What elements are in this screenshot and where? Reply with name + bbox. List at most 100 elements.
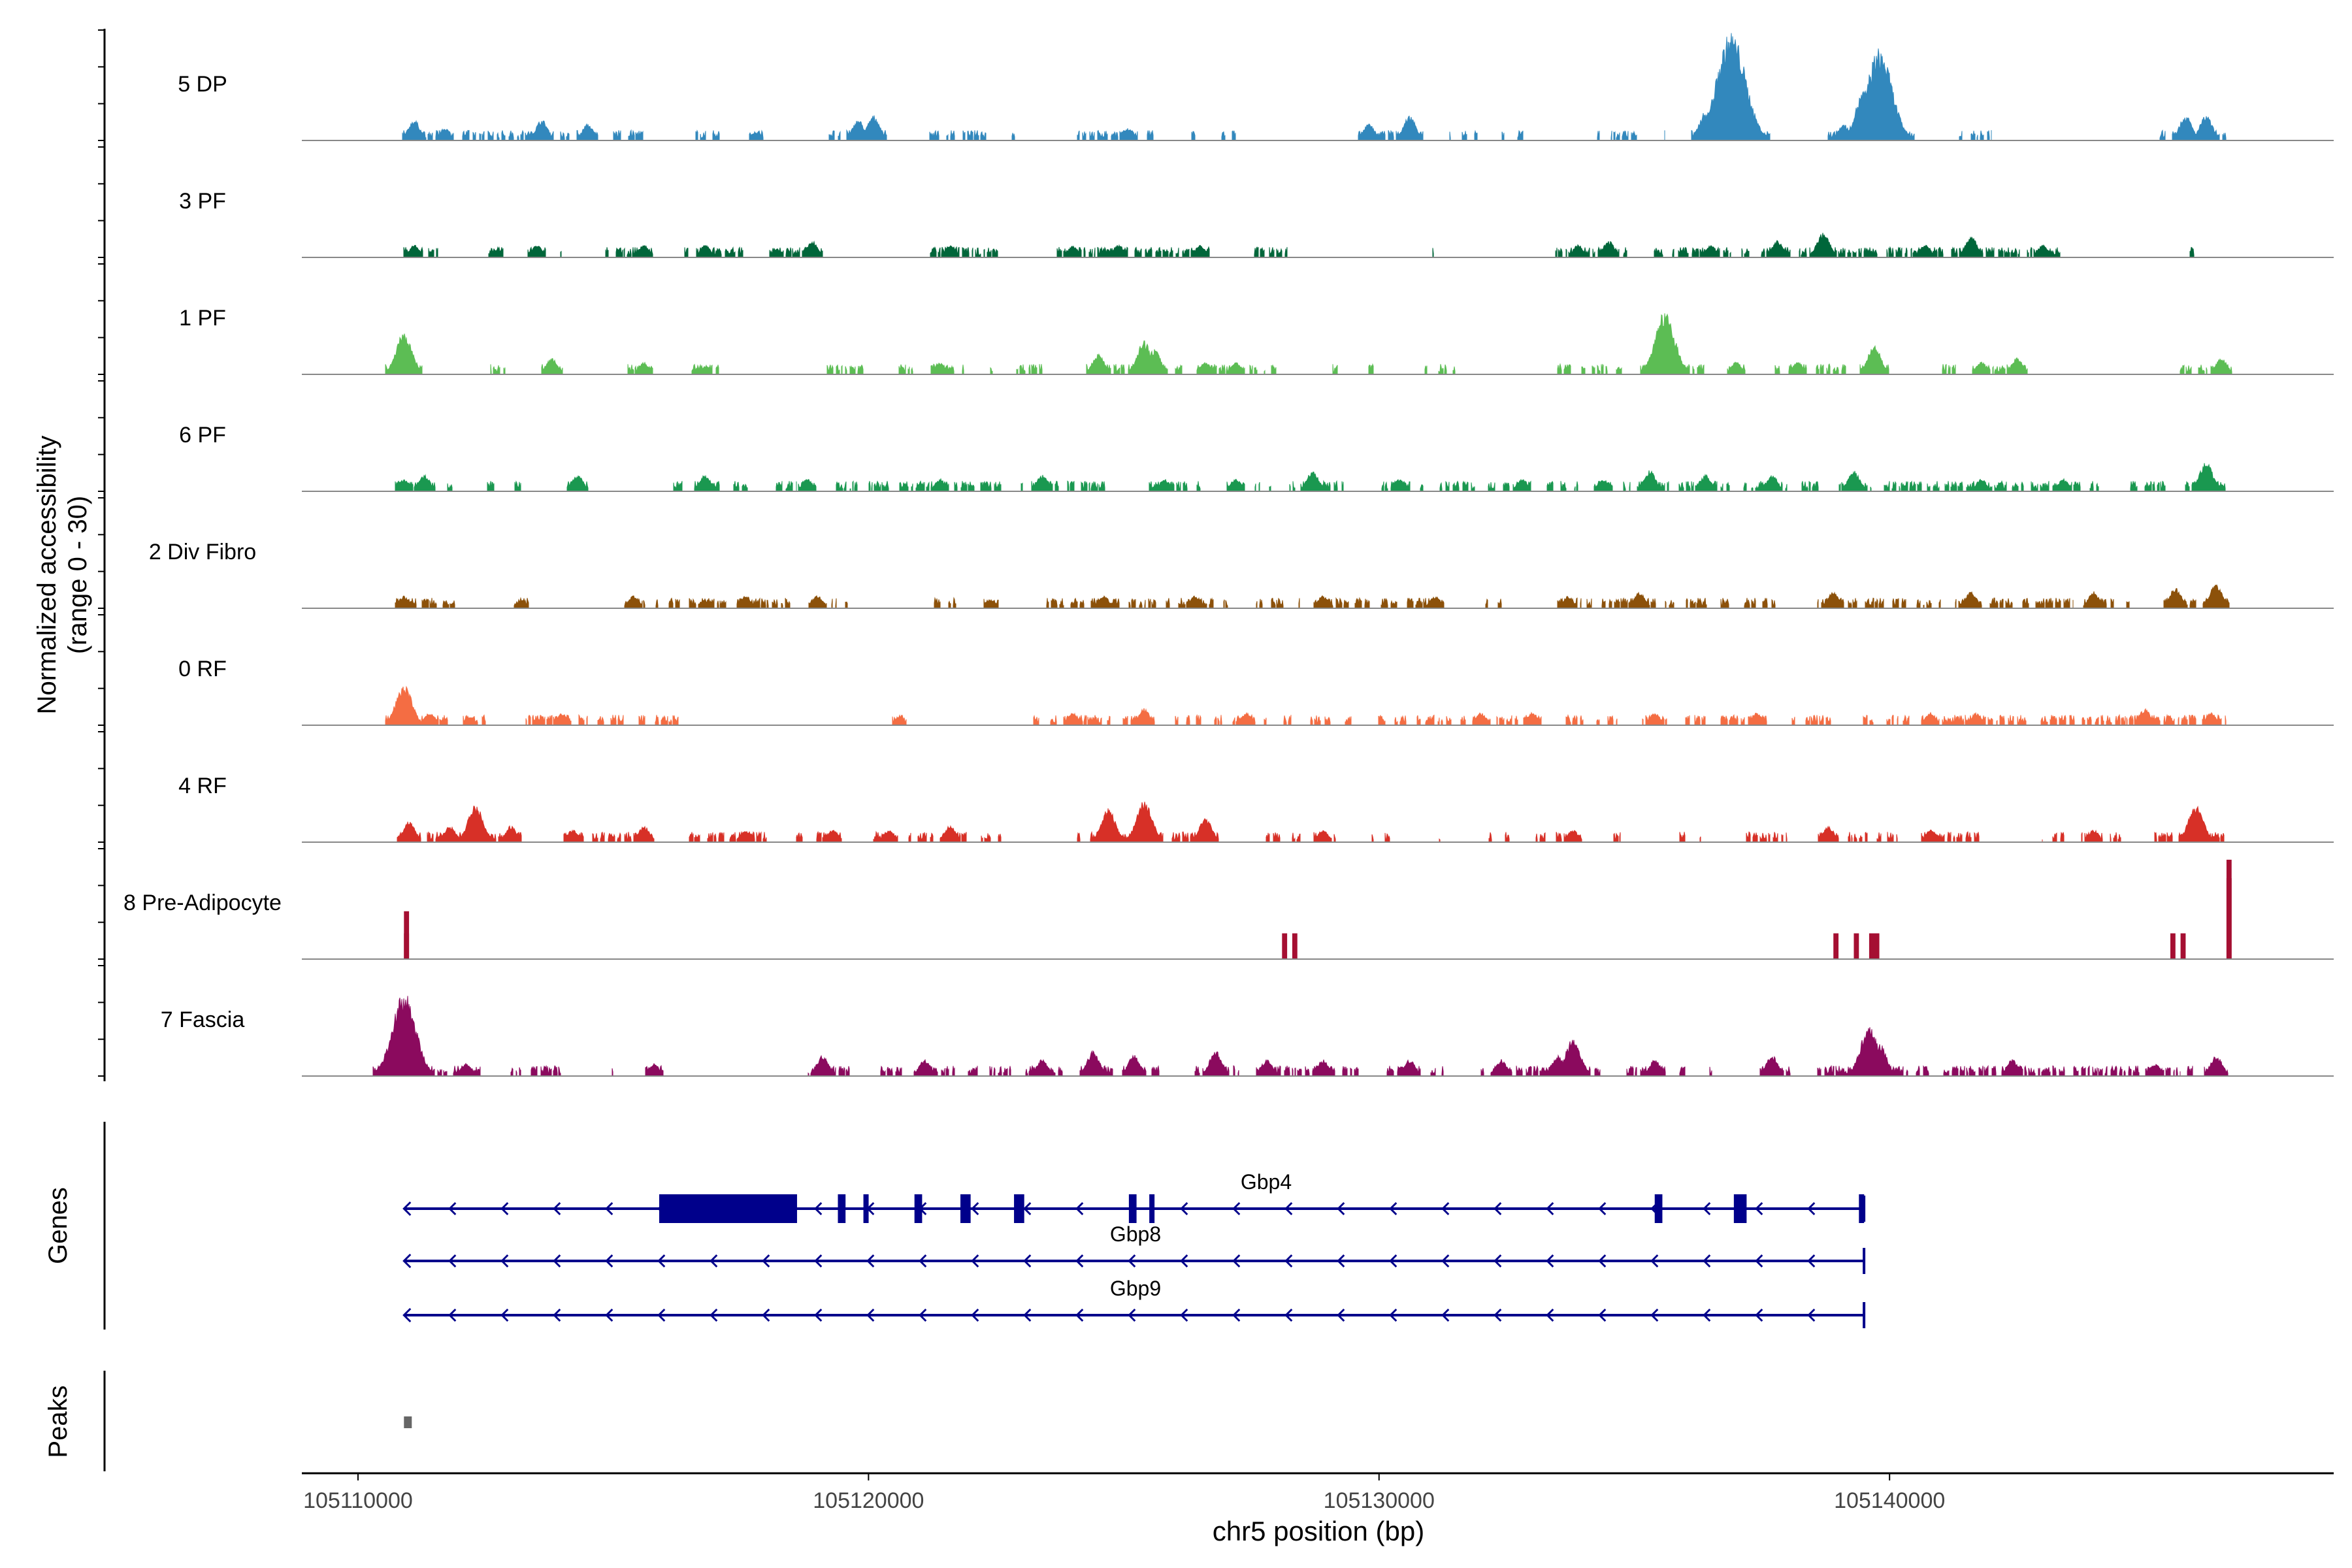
coverage-track-label: 8 Pre-Adipocyte	[123, 890, 282, 915]
strand-arrow	[553, 1201, 561, 1216]
coverage-track-label: 5 DP	[178, 72, 227, 97]
strand-arrow	[1546, 1308, 1554, 1322]
coverage-track-label: 0 RF	[178, 657, 227, 681]
strand-arrow	[1494, 1308, 1502, 1322]
genes-track: Gbp4 Gbp8 Gbp9	[402, 1170, 1866, 1328]
coverage-track-5: 0 RF	[178, 657, 2334, 726]
strand-arrow	[1650, 1308, 1659, 1322]
strand-arrow	[657, 1308, 666, 1322]
coverage-bar	[2170, 933, 2176, 959]
strand-arrow	[1389, 1308, 1397, 1322]
strand-arrow	[919, 1254, 927, 1268]
strand-arrow	[1598, 1254, 1607, 1268]
gene-exon	[863, 1194, 869, 1223]
coverage-bar	[404, 911, 410, 959]
coverage-track-7: 8 Pre-Adipocyte	[123, 859, 2334, 960]
strand-arrow	[500, 1201, 509, 1216]
gene-exon	[1859, 1194, 1865, 1223]
coverage-track-3: 6 PF	[179, 423, 2334, 492]
strand-arrow	[1075, 1254, 1084, 1268]
strand-arrow	[919, 1308, 927, 1322]
strand-arrow	[402, 1201, 412, 1217]
x-axis: 105110000 105120000 105130000 105140000	[302, 1472, 2334, 1513]
gene-exon	[838, 1194, 846, 1223]
coverage-track-label: 6 PF	[179, 423, 226, 448]
strand-arrow	[1807, 1254, 1816, 1268]
coverage-track-label: 3 PF	[179, 189, 226, 214]
x-axis-tick-label: 105110000	[303, 1488, 413, 1513]
strand-arrow	[710, 1308, 718, 1322]
gene-exon	[1654, 1194, 1663, 1223]
strand-arrow	[1703, 1201, 1711, 1216]
strand-arrow	[1023, 1254, 1032, 1268]
strand-arrow	[448, 1308, 457, 1322]
x-axis-tick-label: 105130000	[1324, 1488, 1435, 1513]
coverage-bar	[1292, 933, 1298, 959]
coverage-area	[403, 233, 2195, 258]
strand-arrow	[1546, 1201, 1554, 1216]
strand-arrow	[1337, 1254, 1345, 1268]
gene-label: Gbp4	[1241, 1170, 1292, 1194]
gene-exon	[1149, 1194, 1155, 1223]
strand-arrow	[1128, 1254, 1136, 1268]
strand-arrow	[1180, 1308, 1188, 1322]
strand-arrow	[762, 1308, 770, 1322]
strand-arrow	[448, 1254, 457, 1268]
coverage-track-8: 7 Fascia	[161, 996, 2334, 1077]
coverage-area	[372, 996, 2229, 1077]
coverage-y-axis	[98, 29, 106, 1081]
strand-arrow	[1075, 1201, 1084, 1216]
strand-arrow	[1180, 1201, 1188, 1216]
peaks-track-label: Peaks	[44, 1385, 73, 1458]
strand-arrow	[866, 1308, 875, 1322]
strand-arrow	[1075, 1308, 1084, 1322]
gene-label: Gbp8	[1110, 1222, 1161, 1246]
coverage-tracks: 5 DP 3 PF 1 PF 6 PF 2 Div Fibro 0 RF 4 RF 8 Pre…	[123, 33, 2334, 1077]
gene-exon	[659, 1194, 797, 1223]
coverage-area	[402, 33, 2227, 141]
coverage-track-label: 4 RF	[178, 774, 227, 798]
gene-exon	[960, 1194, 971, 1223]
coverage-area	[385, 313, 2232, 375]
strand-arrow	[1284, 1201, 1293, 1216]
strand-arrow	[1598, 1308, 1607, 1322]
strand-arrow	[1232, 1308, 1241, 1322]
coverage-bar	[1833, 933, 1839, 959]
peaks-track	[404, 1416, 412, 1428]
strand-arrow	[814, 1308, 823, 1322]
strand-arrow	[971, 1201, 979, 1216]
gene-exon	[1733, 1194, 1747, 1223]
strand-arrow	[1180, 1254, 1188, 1268]
strand-arrow	[1650, 1254, 1659, 1268]
gene-gbp8: Gbp8	[402, 1222, 1866, 1274]
gene-exon	[914, 1194, 923, 1223]
x-axis-tick-label: 105140000	[1834, 1488, 1945, 1513]
coverage-bar	[1854, 933, 1859, 959]
strand-arrow	[762, 1254, 770, 1268]
strand-arrow	[1755, 1254, 1763, 1268]
gene-exon	[1014, 1194, 1024, 1223]
strand-arrow	[1494, 1201, 1502, 1216]
coverage-area	[395, 463, 2226, 492]
strand-arrow	[657, 1254, 666, 1268]
coverage-bar	[1869, 933, 1880, 959]
coverage-track-label: 7 Fascia	[161, 1007, 245, 1032]
strand-arrow	[814, 1254, 823, 1268]
strand-arrow	[866, 1254, 875, 1268]
strand-arrow	[500, 1308, 509, 1322]
strand-arrow	[1807, 1201, 1816, 1216]
strand-arrow	[1284, 1254, 1293, 1268]
coverage-bar	[1282, 933, 1288, 959]
strand-arrow	[1284, 1308, 1293, 1322]
strand-arrow	[553, 1254, 561, 1268]
y-axis-label-line2: (range 0 - 30)	[63, 496, 92, 654]
coverage-area	[385, 685, 2227, 726]
strand-arrow	[971, 1254, 979, 1268]
strand-arrow	[605, 1201, 613, 1216]
strand-arrow	[1337, 1308, 1345, 1322]
coverage-track-2: 1 PF	[179, 306, 2334, 375]
coverage-area	[395, 584, 2230, 609]
strand-arrow	[605, 1308, 613, 1322]
